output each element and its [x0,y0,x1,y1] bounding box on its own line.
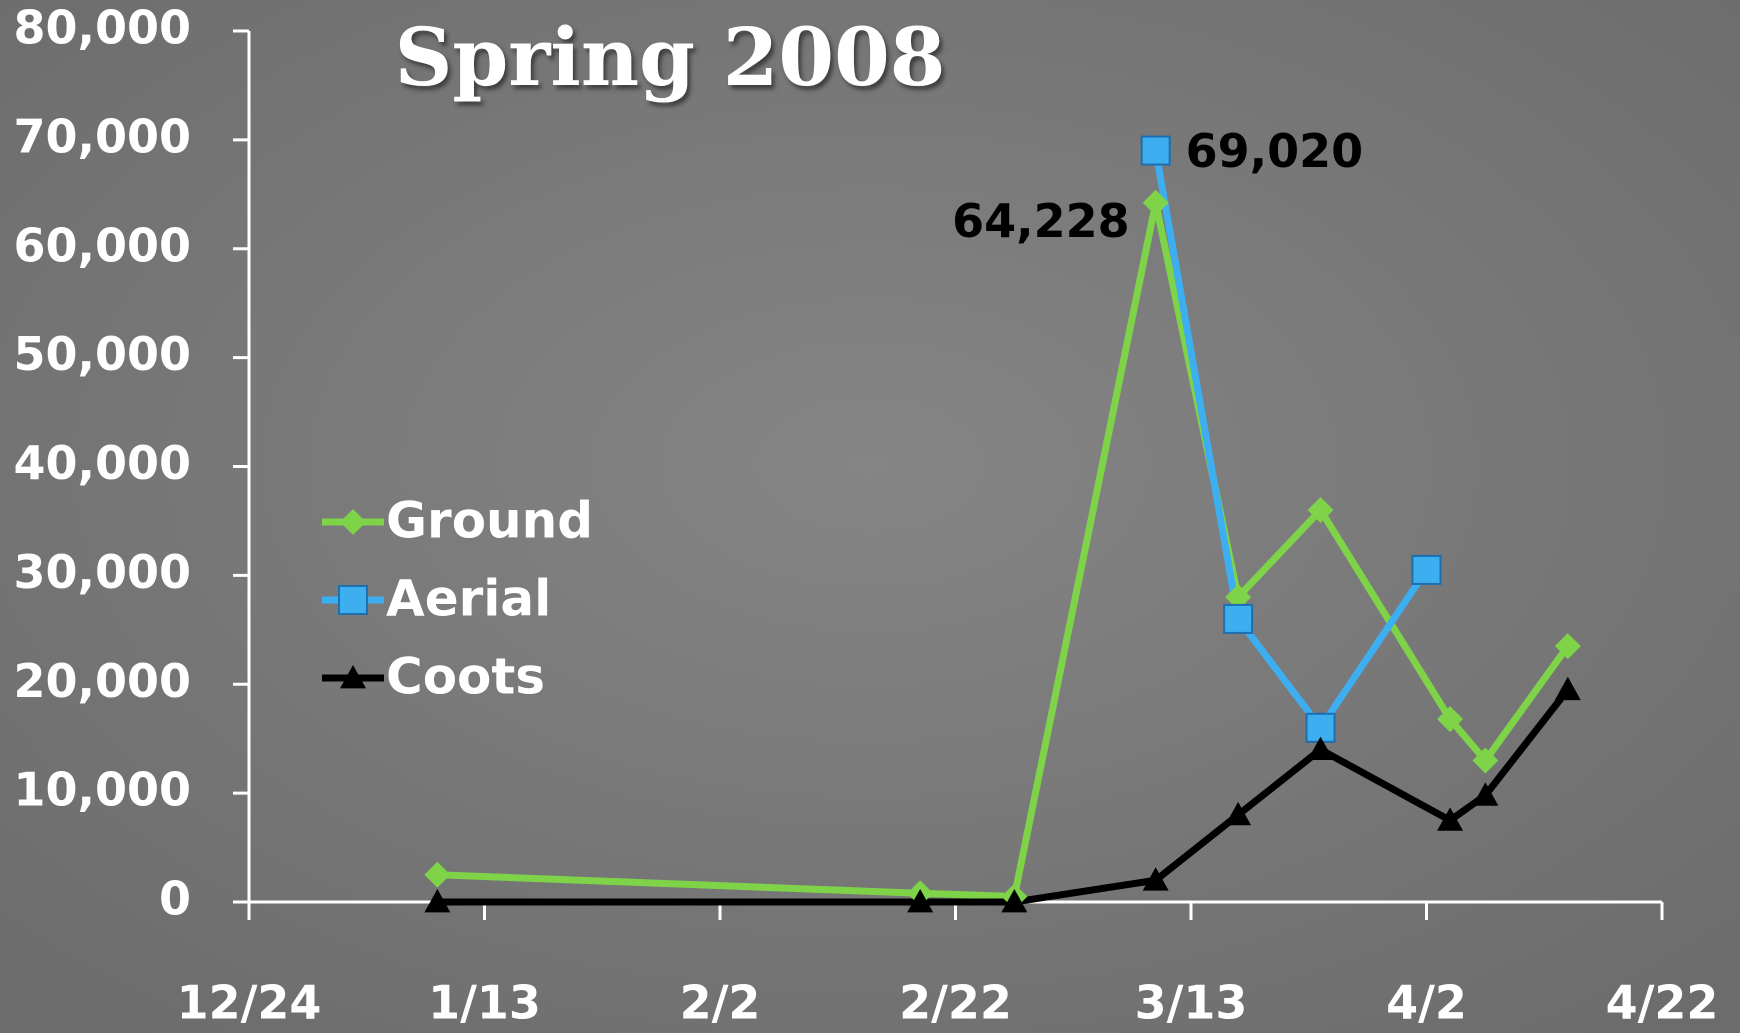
marker [1307,497,1334,524]
y-tick-label: 10,000 [13,763,191,817]
y-tick-label: 20,000 [13,654,191,708]
marker [1472,747,1499,774]
marker [1307,736,1334,760]
marker [907,889,934,913]
y-tick-label: 80,000 [13,1,191,55]
x-tick-label: 12/24 [177,976,322,1030]
y-tick-label: 70,000 [13,109,191,163]
marker [1554,633,1581,660]
data-label: 64,228 [952,194,1130,248]
marker [1223,603,1254,634]
y-tick-label: 60,000 [13,218,191,272]
legend-marker [340,509,366,535]
x-tick-label: 4/2 [1386,976,1467,1030]
y-tick-label: 40,000 [13,436,191,490]
x-tick-label: 4/22 [1606,976,1719,1030]
x-tick-label: 1/13 [428,976,541,1030]
marker [424,861,451,888]
marker [1001,889,1028,913]
y-tick-label: 50,000 [13,327,191,381]
chart-title: Spring 2008 [395,10,946,104]
legend-label: Ground [386,492,593,550]
legend-marker [340,665,366,689]
marker [1472,782,1499,806]
marker [1437,706,1464,733]
marker [1225,584,1252,611]
legend-marker [338,585,368,615]
y-tick-label: 30,000 [13,545,191,599]
marker [1554,676,1581,701]
data-label: 69,020 [1186,124,1364,178]
legend-label: Aerial [386,570,551,628]
marker [1225,801,1252,826]
legend-label: Coots [386,648,545,706]
series-line [1152,149,1430,732]
marker [1140,135,1171,166]
marker [424,889,451,913]
x-tick-label: 2/2 [680,976,761,1030]
x-tick-label: 2/22 [899,976,1012,1030]
y-tick-label: 0 [159,872,191,926]
x-tick-label: 3/13 [1135,976,1248,1030]
marker [1437,807,1464,831]
marker [1411,554,1442,585]
marker [1142,189,1169,216]
marker [1142,867,1169,891]
